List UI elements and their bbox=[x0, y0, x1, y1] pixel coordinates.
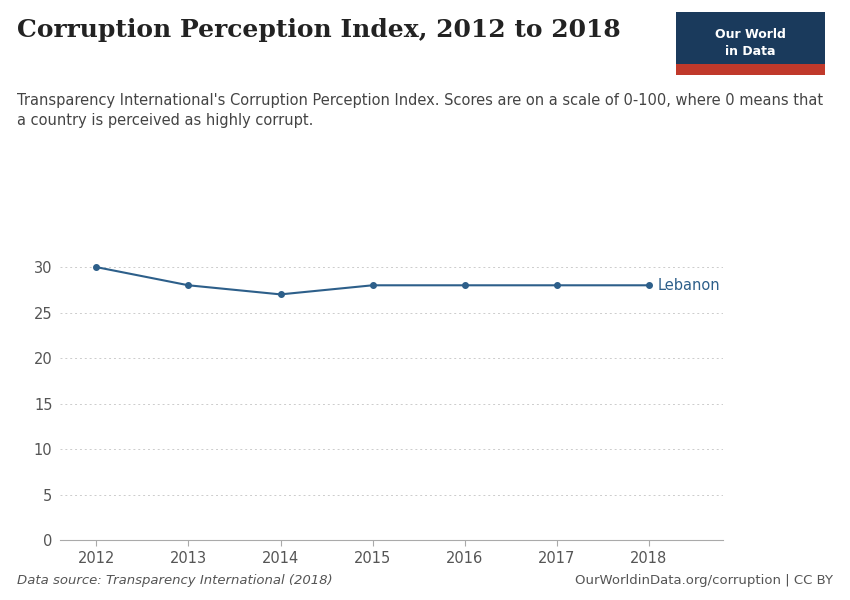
Text: Data source: Transparency International (2018): Data source: Transparency International … bbox=[17, 574, 332, 587]
Text: Our World: Our World bbox=[715, 28, 785, 41]
Text: Transparency International's Corruption Perception Index. Scores are on a scale : Transparency International's Corruption … bbox=[17, 93, 823, 128]
Text: Lebanon: Lebanon bbox=[657, 278, 720, 293]
Text: Corruption Perception Index, 2012 to 2018: Corruption Perception Index, 2012 to 201… bbox=[17, 18, 620, 42]
Bar bbox=[676, 64, 824, 75]
Bar bbox=[676, 12, 824, 64]
Text: OurWorldinData.org/corruption | CC BY: OurWorldinData.org/corruption | CC BY bbox=[575, 574, 833, 587]
Text: in Data: in Data bbox=[725, 44, 775, 58]
